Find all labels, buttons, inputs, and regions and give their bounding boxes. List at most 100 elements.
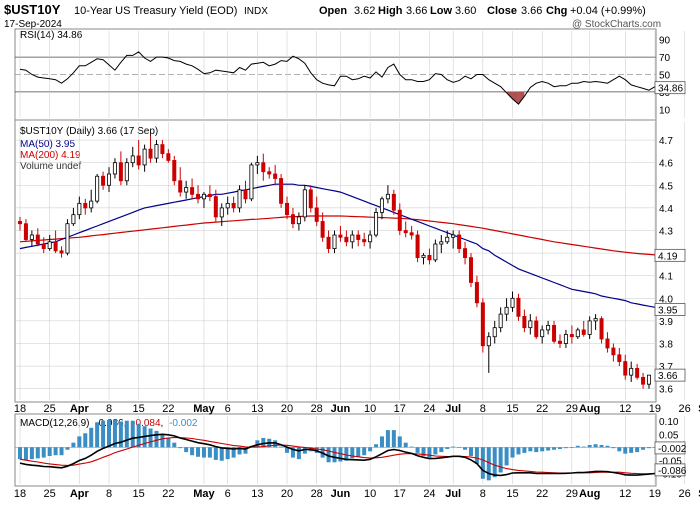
candle-body <box>516 297 521 317</box>
rsi-oversold-fill <box>512 91 519 105</box>
candle-body <box>385 193 390 200</box>
x-tick-label: 24 <box>423 488 435 500</box>
macd-tick-label: -0.05 <box>659 456 682 467</box>
macd-hist-bar <box>95 422 100 448</box>
x-tick-label: 26 <box>678 488 690 500</box>
macd-hist-bar <box>148 428 153 448</box>
x-tick-label: 17 <box>394 403 406 415</box>
candle-body <box>534 320 539 338</box>
macd-hist-bar <box>617 447 622 452</box>
x-tick-label: Aug <box>579 488 600 500</box>
candle-body <box>510 297 515 308</box>
candle-body <box>569 334 574 338</box>
macd-hist-bar <box>29 447 34 460</box>
ma50-line <box>19 183 667 311</box>
candle-body <box>563 334 568 344</box>
macd-hist-bar <box>166 437 171 448</box>
macd-hist-bar <box>338 447 343 462</box>
macd-hist-bar <box>18 447 22 460</box>
x-tick-label: 12 <box>619 403 631 415</box>
price-tick-label: 4.4 <box>659 204 673 215</box>
candle-body <box>498 313 503 329</box>
macd-hist-bar <box>647 447 651 449</box>
candle-body <box>71 214 76 225</box>
x-tick-label: May <box>193 403 215 415</box>
macd-hist-bar <box>89 427 94 448</box>
macd-hist-bar <box>593 444 598 448</box>
macd-hist-bar <box>403 442 408 448</box>
macd-legend-name: MACD(12,26,9) <box>20 418 89 429</box>
candle-body <box>184 187 189 193</box>
x-tick-label: 22 <box>536 403 548 415</box>
rsi-tick-label: 50 <box>659 71 671 82</box>
candle-body <box>314 207 319 222</box>
x-tick-label: 8 <box>106 403 112 415</box>
candle-body <box>528 320 533 329</box>
x-tick-label: Sep <box>698 403 700 415</box>
macd-hist-bar <box>528 447 533 452</box>
x-tick-label: 15 <box>506 403 518 415</box>
candle-body <box>219 207 224 218</box>
candle-body <box>273 173 278 179</box>
watermark: @ StockCharts.com <box>572 19 661 30</box>
macd-hist-bar <box>285 447 290 453</box>
ma50-legend: MA(50) 3.95 <box>20 139 75 150</box>
macd-hist-bar <box>237 447 242 455</box>
candle-body <box>540 329 545 338</box>
macd-hist-bar <box>326 447 331 463</box>
macd-tick-label: 0.05 <box>659 430 679 441</box>
x-tick-label: Jun <box>331 488 351 500</box>
macd-hist-bar <box>255 440 260 448</box>
ma50-last-label-box <box>654 303 686 316</box>
candle-body <box>107 173 112 186</box>
x-tick-label: Apr <box>70 488 90 500</box>
close-label: Close <box>487 5 517 17</box>
x-tick-label: 22 <box>162 488 174 500</box>
candle-body <box>142 148 147 166</box>
macd-hist-bar <box>130 420 135 448</box>
macd-hist-bar <box>47 447 52 457</box>
hist-last-label: -0.002 <box>658 444 687 455</box>
x-tick-label: 18 <box>14 488 26 500</box>
macd-hist-bar <box>540 447 545 452</box>
candle-body <box>605 338 610 349</box>
macd-hist-bar <box>172 442 177 448</box>
ma200-last-label-box <box>654 248 686 262</box>
macd-hist-bar <box>445 447 450 449</box>
candle-body <box>89 200 94 209</box>
candle-body <box>249 164 254 200</box>
macd-hist-bar <box>522 447 527 453</box>
x-tick-label: 26 <box>678 403 690 415</box>
price-title: $UST10Y (Daily) 3.66 (17 Sep) <box>20 126 158 137</box>
candle-body <box>77 202 82 216</box>
candle-body <box>95 175 100 202</box>
rsi-tick-label: 10 <box>659 105 671 116</box>
price-tick-label: 4.3 <box>659 226 673 237</box>
candle-body <box>118 162 123 182</box>
macd-hist-bar <box>154 430 159 448</box>
chg-value: +0.04 (+0.99%) <box>570 5 646 17</box>
candle-body <box>166 153 171 161</box>
price-tick-label: 4.1 <box>659 272 673 283</box>
chart-date: 17-Sep-2024 <box>4 19 62 30</box>
candle-body <box>451 234 456 238</box>
candle-body <box>593 318 598 322</box>
price-tick-label: 4.5 <box>659 181 673 192</box>
x-tick-label: 13 <box>251 488 263 500</box>
candle-body <box>391 193 396 211</box>
candle-body <box>629 367 634 376</box>
candle-body <box>635 367 640 378</box>
candle-body <box>522 315 527 329</box>
macd-hist-bar <box>302 447 307 454</box>
x-tick-label: Jul <box>445 403 461 415</box>
x-tick-label: 28 <box>311 488 323 500</box>
x-tick-label: 22 <box>536 488 548 500</box>
rsi-oversold-fill <box>500 91 507 93</box>
macd-hist-bar <box>457 447 462 448</box>
macd-hist-bar <box>207 447 212 458</box>
macd-hist-bar <box>557 447 562 449</box>
candle-body <box>415 234 420 259</box>
candle-body <box>344 236 349 243</box>
candle-body <box>23 223 28 240</box>
macd-hist-bar <box>344 447 349 461</box>
